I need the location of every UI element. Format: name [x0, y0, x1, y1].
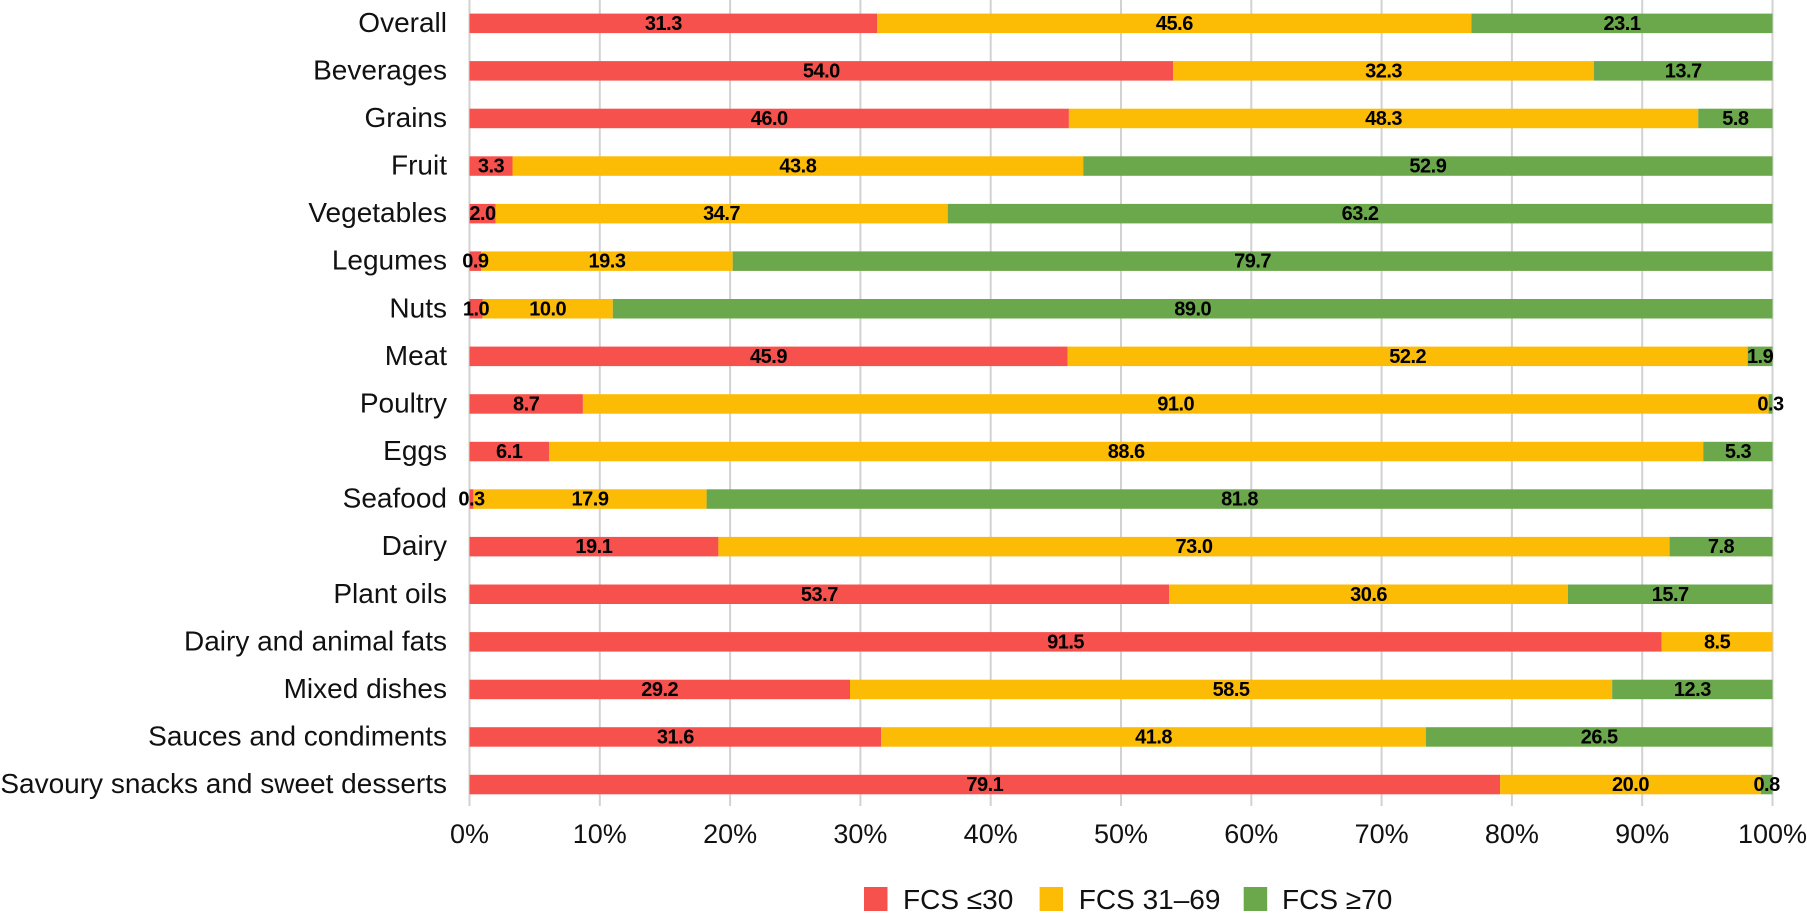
svg-text:52.9: 52.9	[1409, 156, 1446, 178]
svg-text:81.8: 81.8	[1221, 489, 1258, 511]
svg-text:FCS ≤30: FCS ≤30	[903, 884, 1013, 913]
svg-text:3.3: 3.3	[478, 156, 505, 178]
svg-text:52.2: 52.2	[1389, 346, 1426, 368]
svg-text:19.1: 19.1	[575, 536, 612, 558]
svg-text:73.0: 73.0	[1176, 536, 1213, 558]
svg-text:89.0: 89.0	[1174, 298, 1211, 320]
svg-text:Grains: Grains	[365, 102, 447, 133]
svg-text:Nuts: Nuts	[389, 292, 447, 323]
svg-text:32.3: 32.3	[1365, 60, 1402, 82]
svg-text:34.7: 34.7	[703, 203, 740, 225]
svg-text:91.5: 91.5	[1047, 631, 1084, 653]
svg-text:8.7: 8.7	[513, 393, 540, 415]
svg-text:Beverages: Beverages	[313, 54, 447, 85]
svg-text:FCS 31–69: FCS 31–69	[1079, 884, 1221, 913]
svg-text:40%: 40%	[964, 819, 1018, 849]
svg-text:43.8: 43.8	[779, 156, 816, 178]
svg-text:26.5: 26.5	[1581, 727, 1618, 749]
svg-text:Seafood: Seafood	[343, 483, 447, 514]
svg-text:19.3: 19.3	[589, 251, 626, 273]
svg-text:0.9: 0.9	[462, 251, 489, 273]
svg-text:0.8: 0.8	[1753, 774, 1780, 796]
svg-text:23.1: 23.1	[1604, 13, 1641, 35]
svg-text:50%: 50%	[1094, 819, 1148, 849]
svg-text:Dairy: Dairy	[382, 530, 447, 561]
svg-text:88.6: 88.6	[1108, 441, 1145, 463]
svg-text:5.8: 5.8	[1722, 108, 1749, 130]
svg-text:29.2: 29.2	[641, 679, 678, 701]
svg-text:30.6: 30.6	[1350, 584, 1387, 606]
svg-text:45.6: 45.6	[1156, 13, 1193, 35]
svg-text:12.3: 12.3	[1674, 679, 1711, 701]
svg-text:Plant oils: Plant oils	[333, 578, 447, 609]
svg-text:10%: 10%	[573, 819, 627, 849]
svg-text:48.3: 48.3	[1365, 108, 1402, 130]
svg-text:20%: 20%	[703, 819, 757, 849]
svg-text:31.6: 31.6	[657, 727, 694, 749]
svg-text:Sauces and condiments: Sauces and condiments	[148, 721, 447, 752]
svg-text:79.7: 79.7	[1234, 251, 1271, 273]
svg-text:Overall: Overall	[358, 7, 447, 38]
svg-text:FCS ≥70: FCS ≥70	[1282, 884, 1392, 913]
svg-text:8.5: 8.5	[1704, 631, 1731, 653]
svg-text:79.1: 79.1	[966, 774, 1003, 796]
svg-text:2.0: 2.0	[469, 203, 496, 225]
svg-text:20.0: 20.0	[1612, 774, 1649, 796]
svg-text:13.7: 13.7	[1665, 60, 1702, 82]
svg-text:Meat: Meat	[385, 340, 447, 371]
svg-text:17.9: 17.9	[572, 489, 609, 511]
svg-text:100%: 100%	[1738, 819, 1807, 849]
svg-text:Dairy and animal fats: Dairy and animal fats	[184, 625, 447, 656]
svg-text:30%: 30%	[833, 819, 887, 849]
svg-text:15.7: 15.7	[1652, 584, 1689, 606]
svg-text:91.0: 91.0	[1157, 393, 1194, 415]
svg-text:90%: 90%	[1615, 819, 1669, 849]
svg-text:Legumes: Legumes	[332, 245, 447, 276]
svg-text:60%: 60%	[1224, 819, 1278, 849]
svg-text:31.3: 31.3	[645, 13, 682, 35]
svg-text:45.9: 45.9	[750, 346, 787, 368]
svg-text:Poultry: Poultry	[360, 387, 447, 418]
svg-text:1.9: 1.9	[1747, 346, 1774, 368]
svg-text:7.8: 7.8	[1708, 536, 1735, 558]
svg-text:Savoury snacks and sweet desse: Savoury snacks and sweet desserts	[0, 768, 447, 799]
svg-text:53.7: 53.7	[801, 584, 838, 606]
svg-text:80%: 80%	[1485, 819, 1539, 849]
svg-text:70%: 70%	[1355, 819, 1409, 849]
svg-text:0.3: 0.3	[458, 489, 485, 511]
svg-text:63.2: 63.2	[1342, 203, 1379, 225]
svg-text:6.1: 6.1	[496, 441, 523, 463]
svg-text:58.5: 58.5	[1213, 679, 1250, 701]
svg-text:54.0: 54.0	[803, 60, 840, 82]
svg-text:41.8: 41.8	[1135, 727, 1172, 749]
svg-text:Eggs: Eggs	[383, 435, 447, 466]
svg-text:Mixed dishes: Mixed dishes	[284, 673, 447, 704]
svg-text:Fruit: Fruit	[391, 150, 447, 181]
svg-text:0.3: 0.3	[1757, 393, 1784, 415]
svg-text:Vegetables: Vegetables	[308, 197, 447, 228]
svg-text:0%: 0%	[450, 819, 489, 849]
svg-text:1.0: 1.0	[463, 298, 490, 320]
svg-text:5.3: 5.3	[1725, 441, 1752, 463]
svg-text:10.0: 10.0	[529, 298, 566, 320]
svg-text:46.0: 46.0	[751, 108, 788, 130]
